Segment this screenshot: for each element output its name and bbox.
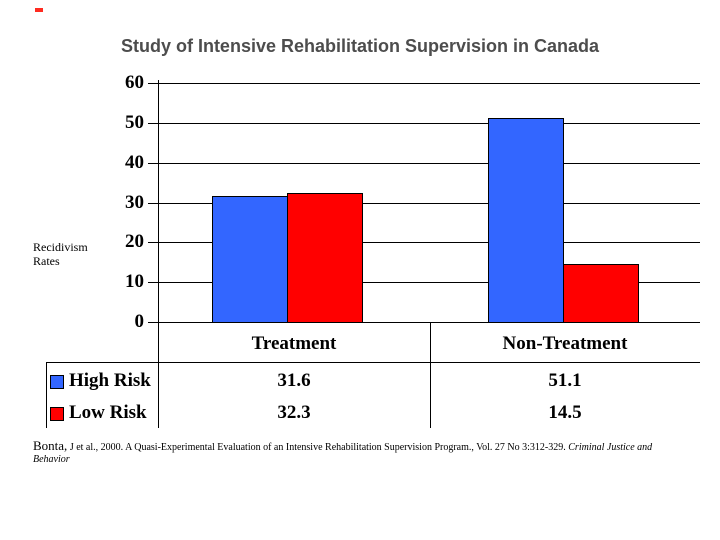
footnote: Bonta, J et al., 2000. A Quasi-Experimen… xyxy=(33,438,681,465)
legend-swatch-low-risk xyxy=(50,407,64,421)
footnote-journal-italic: Criminal Justice and Behavior xyxy=(33,442,653,465)
gridline-50 xyxy=(158,123,700,124)
table-value-high-risk-non-treatment: 51.1 xyxy=(548,370,582,391)
y-axis-tick-10 xyxy=(148,282,158,283)
y-tick-label-10: 10 xyxy=(125,271,144,292)
bar-low-risk-non-treatment xyxy=(563,264,639,323)
table-value-low-risk-non-treatment: 14.5 xyxy=(548,402,582,423)
y-axis-tick-20 xyxy=(148,242,158,243)
y-axis-tick-30 xyxy=(148,203,158,204)
y-axis-tick-0 xyxy=(148,322,158,323)
y-tick-label-30: 30 xyxy=(125,192,144,213)
gridline-40 xyxy=(158,163,700,164)
y-tick-label-60: 60 xyxy=(125,72,144,93)
footnote-author: Bonta, xyxy=(33,438,68,453)
bar-high-risk-non-treatment xyxy=(488,118,564,323)
table-value-high-risk-treatment: 31.6 xyxy=(277,370,311,391)
y-tick-label-20: 20 xyxy=(125,231,144,252)
table-border-left xyxy=(46,362,47,428)
table-header-underline xyxy=(46,362,700,363)
legend-label-low-risk: Low Risk xyxy=(69,402,147,423)
bar-high-risk-treatment xyxy=(212,196,288,323)
category-header-treatment: Treatment xyxy=(251,333,337,354)
table-value-low-risk-treatment: 32.3 xyxy=(277,402,311,423)
y-tick-label-50: 50 xyxy=(125,112,144,133)
y-tick-label-0: 0 xyxy=(134,311,145,332)
chart-title: Study of Intensive Rehabilitation Superv… xyxy=(120,36,600,56)
gridline-20 xyxy=(158,242,700,243)
footnote-body: J et al., 2000. A Quasi-Experimental Eva… xyxy=(67,442,569,453)
legend-label-high-risk: High Risk xyxy=(69,370,151,391)
y-axis-tick-40 xyxy=(148,163,158,164)
red-artifact-mark xyxy=(35,8,43,12)
gridline-30 xyxy=(158,203,700,204)
legend-swatch-high-risk xyxy=(50,375,64,389)
table-divider-middle xyxy=(430,322,431,428)
y-axis-title: Recidivism Rates xyxy=(33,240,88,268)
gridline-0 xyxy=(158,322,700,323)
bar-low-risk-treatment xyxy=(287,193,363,323)
category-header-non-treatment: Non-Treatment xyxy=(502,333,628,354)
y-axis-line xyxy=(158,80,159,428)
y-axis-tick-50 xyxy=(148,123,158,124)
y-tick-label-40: 40 xyxy=(125,152,144,173)
gridline-60 xyxy=(158,83,700,84)
y-axis-tick-60 xyxy=(148,83,158,84)
gridline-10 xyxy=(158,282,700,283)
